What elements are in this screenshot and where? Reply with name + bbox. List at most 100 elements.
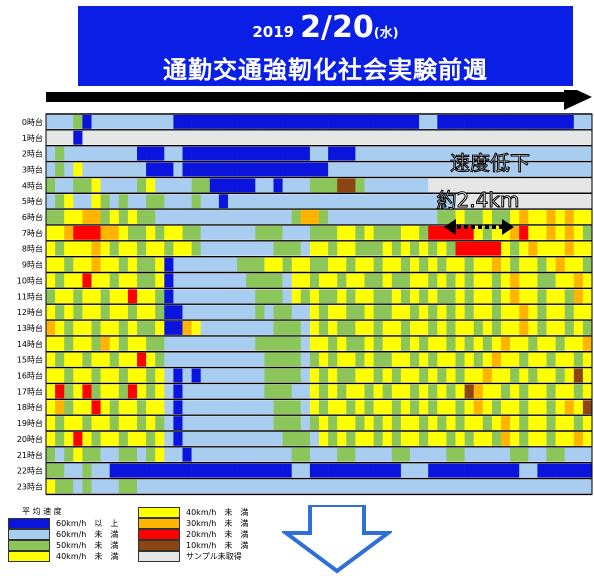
heatmap-cell bbox=[346, 447, 356, 462]
heatmap-cell bbox=[91, 162, 101, 177]
heatmap-cell bbox=[373, 289, 383, 304]
heatmap-cell bbox=[91, 321, 101, 335]
title-date: 2/20 bbox=[300, 10, 374, 45]
heatmap-cell bbox=[137, 416, 147, 430]
heatmap-cell bbox=[319, 178, 329, 193]
heatmap-cell bbox=[446, 273, 456, 288]
heatmap-cell bbox=[127, 130, 138, 145]
heatmap-cell bbox=[473, 368, 484, 383]
heatmap-cell bbox=[255, 225, 265, 240]
heatmap-cell bbox=[146, 432, 156, 446]
heatmap-cell bbox=[200, 289, 211, 304]
heatmap-cell bbox=[309, 115, 320, 129]
heatmap-cell bbox=[473, 115, 484, 129]
heatmap-cell bbox=[510, 336, 520, 351]
heatmap-cell bbox=[209, 273, 220, 288]
heatmap-cell bbox=[491, 432, 502, 446]
heatmap-cell bbox=[228, 130, 238, 145]
heatmap-cell bbox=[100, 162, 110, 177]
heatmap-cell bbox=[455, 225, 465, 240]
heatmap-cell bbox=[155, 257, 165, 272]
heatmap-cell bbox=[582, 463, 593, 478]
heatmap-cell bbox=[337, 210, 347, 224]
heatmap-cell bbox=[282, 241, 292, 256]
heatmap-cell bbox=[519, 432, 529, 446]
heatmap-cell bbox=[346, 241, 356, 256]
heatmap-cell bbox=[291, 400, 302, 415]
heatmap-cell bbox=[410, 146, 420, 161]
heatmap-cell bbox=[127, 463, 138, 478]
heatmap-cell bbox=[64, 479, 74, 494]
heatmap-cell bbox=[337, 447, 347, 462]
heatmap-cell bbox=[564, 463, 575, 478]
hour-label: 7時台 bbox=[22, 228, 43, 238]
heatmap-cell bbox=[482, 289, 493, 304]
heatmap-cell bbox=[419, 194, 429, 209]
heatmap-cell bbox=[573, 289, 584, 304]
heatmap-cell bbox=[555, 146, 565, 161]
heatmap-cell bbox=[510, 273, 520, 288]
heatmap-cell bbox=[582, 479, 593, 494]
heatmap-cell bbox=[528, 115, 538, 129]
heatmap-cell bbox=[355, 194, 365, 209]
heatmap-cell bbox=[464, 352, 474, 367]
heatmap-cell bbox=[382, 416, 393, 430]
heatmap-cell bbox=[200, 305, 211, 320]
heatmap-cell bbox=[455, 352, 465, 367]
heatmap-cell bbox=[510, 241, 520, 256]
heatmap-cell bbox=[118, 162, 129, 177]
heatmap-cell bbox=[91, 146, 101, 161]
heatmap-cell bbox=[182, 146, 192, 161]
row-separators bbox=[45, 113, 593, 496]
heatmap-cell bbox=[82, 194, 92, 209]
heatmap-cell bbox=[282, 368, 292, 383]
heatmap-cell bbox=[300, 273, 311, 288]
heatmap-cell bbox=[373, 416, 383, 430]
heatmap-cell bbox=[255, 257, 265, 272]
heatmap-cell bbox=[437, 194, 447, 209]
heatmap-cell bbox=[391, 194, 402, 209]
heatmap-cell bbox=[373, 225, 383, 240]
heatmap-cell bbox=[237, 289, 247, 304]
heatmap-cell bbox=[282, 400, 292, 415]
heatmap-cell bbox=[464, 194, 474, 209]
hour-label: 5時台 bbox=[22, 196, 43, 206]
heatmap-cell bbox=[146, 178, 156, 193]
heatmap-cell bbox=[82, 225, 92, 240]
heatmap-cell bbox=[473, 130, 484, 145]
heatmap-cell bbox=[73, 416, 83, 430]
heatmap-cell bbox=[228, 321, 238, 335]
heatmap-cell bbox=[146, 241, 156, 256]
heatmap-cell bbox=[464, 146, 474, 161]
heatmap-cell bbox=[319, 210, 329, 224]
heatmap-cell bbox=[255, 273, 265, 288]
heatmap-cell bbox=[337, 384, 347, 399]
heatmap-cell bbox=[501, 463, 511, 478]
heatmap-cell bbox=[482, 146, 493, 161]
heatmap-cell bbox=[346, 321, 356, 335]
heatmap-cell bbox=[364, 463, 374, 478]
heatmap-cell bbox=[155, 178, 165, 193]
heatmap-cell bbox=[309, 146, 320, 161]
heatmap-cell bbox=[582, 416, 593, 430]
heatmap-cell bbox=[155, 305, 165, 320]
heatmap-cell bbox=[182, 321, 192, 335]
heatmap-cell bbox=[364, 400, 374, 415]
heatmap-cell bbox=[391, 352, 402, 367]
heatmap-cell bbox=[546, 194, 556, 209]
heatmap-cell bbox=[419, 115, 429, 129]
heatmap-cell bbox=[137, 115, 147, 129]
heatmap-cell bbox=[100, 400, 110, 415]
heatmap-cell bbox=[391, 368, 402, 383]
heatmap-cell bbox=[209, 146, 220, 161]
heatmap-cell bbox=[273, 384, 283, 399]
heatmap-cell bbox=[355, 257, 365, 272]
heatmap-cell bbox=[455, 416, 465, 430]
heatmap-cell bbox=[255, 352, 265, 367]
heatmap-cell bbox=[246, 225, 256, 240]
heatmap-cell bbox=[391, 432, 402, 446]
heatmap-cell bbox=[264, 162, 274, 177]
heatmap-cell bbox=[528, 321, 538, 335]
heatmap-cell bbox=[146, 305, 156, 320]
heatmap-cell bbox=[446, 368, 456, 383]
